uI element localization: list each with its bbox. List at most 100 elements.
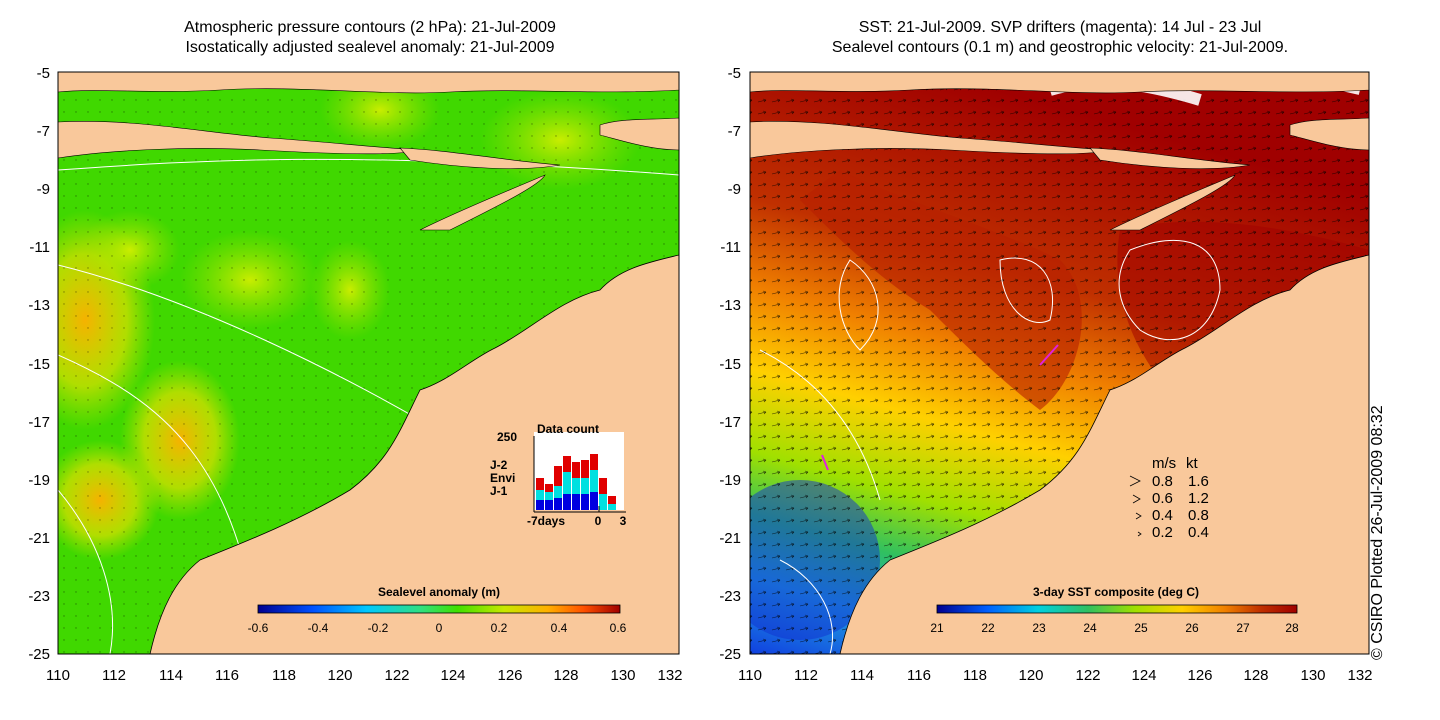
svp-drifter-track-1 [1039,344,1059,366]
x-tick-label: 128 [553,667,578,684]
x-tick-label: 118 [272,667,296,684]
svp-drifter-track-2 [821,454,829,471]
y-tick-label: -21 [28,530,50,547]
sst-tick: 23 [1032,621,1046,635]
data-count-title: Data count [537,422,599,436]
sla-tick: -0.2 [368,621,389,635]
velocity-legend-value: 0.6 [1152,490,1173,507]
velocity-legend-value: 1.2 [1188,490,1209,507]
left-y-axis: -5 -7 -9 -11 -13 -15 -17 -19 -21 -23 -25 [28,65,50,663]
sla-tick: -0.4 [308,621,329,635]
sla-colorbar [257,604,621,614]
left-map-frame [57,71,680,655]
velocity-legend-value: 0.4 [1188,524,1209,541]
left-title-line2: Isostatically adjusted sealevel anomaly:… [185,39,555,56]
left-map [58,72,679,654]
velocity-legend-value: 0.8 [1188,507,1209,524]
y-tick-label: -11 [720,239,741,256]
land-timor [419,174,546,231]
sealevel-contour-4 [759,349,881,501]
land-australia [149,254,679,654]
x-tick-label: 114 [850,667,874,684]
right-y-axis: -5 -7 -9 -11 -13 -15 -17 -19 -21 -23 -25 [719,65,741,663]
x-tick-label: 116 [215,667,239,684]
land-australia [839,254,1369,654]
y-tick-label: -9 [37,181,50,198]
sst-tick: 27 [1236,621,1250,635]
right-map-frame [749,71,1370,655]
x-tick-label: 110 [738,667,762,684]
y-tick-label: -21 [719,530,741,547]
data-count-xlabel-end: 3 [620,514,627,528]
sst-tick: 21 [930,621,944,635]
data-count-bars [536,454,616,510]
velocity-legend-value: 1.6 [1188,473,1209,490]
y-tick-label: -9 [728,181,741,198]
sla-tick: 0.4 [551,621,568,635]
right-title-line1: SST: 21-Jul-2009. SVP drifters (magenta)… [858,19,1262,36]
sla-tick: 0 [436,621,443,635]
x-tick-label: 132 [657,667,682,684]
velocity-arrow-icon [1137,531,1142,537]
y-tick-label: -15 [28,356,50,373]
sealevel-contour-1 [838,259,879,351]
velocity-legend-value: 0.4 [1152,507,1173,524]
y-tick-label: -11 [29,239,50,256]
sst-tick: 25 [1134,621,1148,635]
sst-tick: 22 [981,621,995,635]
y-tick-label: -25 [28,646,50,663]
y-tick-label: -7 [728,123,741,140]
velocity-legend: m/s kt 0.8 1.6 0.6 1.2 0.4 0.8 0.2 0.4 [1129,455,1209,541]
data-count-inset: Data count 250 [490,422,627,528]
y-tick-label: -7 [37,123,50,140]
sst-tick: 26 [1185,621,1199,635]
plot-credit: © CSIRO Plotted 26-Jul-2009 08:32 [1369,405,1386,660]
velocity-legend-header-kt: kt [1186,455,1199,472]
x-tick-label: 130 [610,667,635,684]
sst-tick: 24 [1083,621,1097,635]
legend-envi: Envi [490,471,515,485]
right-map [750,72,1369,654]
y-tick-label: -23 [719,588,741,605]
x-tick-label: 110 [46,667,70,684]
y-tick-label: -19 [28,472,50,489]
y-tick-label: -23 [28,588,50,605]
sla-tick: -0.6 [248,621,269,635]
sealevel-contour-2 [1118,239,1221,341]
x-tick-label: 132 [1347,667,1372,684]
land-timor [1109,174,1236,231]
y-tick-label: -13 [28,297,50,314]
legend-j1: J-1 [490,484,508,498]
left-title-line1: Atmospheric pressure contours (2 hPa): 2… [184,19,556,36]
sla-colorbar-label: Sealevel anomaly (m) [378,585,500,599]
x-tick-label: 116 [907,667,931,684]
velocity-legend-header-ms: m/s [1152,455,1176,472]
land-java-borneo [58,72,679,94]
land-java-borneo [750,72,1369,94]
x-tick-label: 130 [1300,667,1325,684]
x-tick-label: 120 [1018,667,1043,684]
x-tick-label: 118 [963,667,987,684]
x-tick-label: 124 [1131,667,1156,684]
sla-colorbar-ticks: -0.6 -0.4 -0.2 0 0.2 0.4 0.6 [248,621,627,635]
sst-tick: 28 [1285,621,1299,635]
left-x-axis: 110 112 114 116 118 120 122 124 126 128 … [46,667,682,684]
sst-colorbar [936,604,1298,614]
x-tick-label: 122 [384,667,409,684]
velocity-arrow-icon [1135,512,1142,520]
velocity-arrow-icon [1132,494,1141,504]
data-count-ymax: 250 [497,430,517,444]
y-tick-label: -13 [719,297,741,314]
sst-colorbar-label: 3-day SST composite (deg C) [1033,585,1199,599]
x-tick-label: 112 [794,667,818,684]
sealevel-contour-3 [999,257,1054,323]
x-tick-label: 112 [102,667,126,684]
y-tick-label: -5 [728,65,741,82]
right-title-line2: Sealevel contours (0.1 m) and geostrophi… [831,39,1289,56]
velocity-legend-value: 0.2 [1152,524,1173,541]
sst-colorbar-ticks: 21 22 23 24 25 26 27 28 [930,621,1299,635]
sla-tick: 0.2 [491,621,508,635]
x-tick-label: 114 [159,667,183,684]
data-count-xlabel-zero: 0 [595,514,602,528]
